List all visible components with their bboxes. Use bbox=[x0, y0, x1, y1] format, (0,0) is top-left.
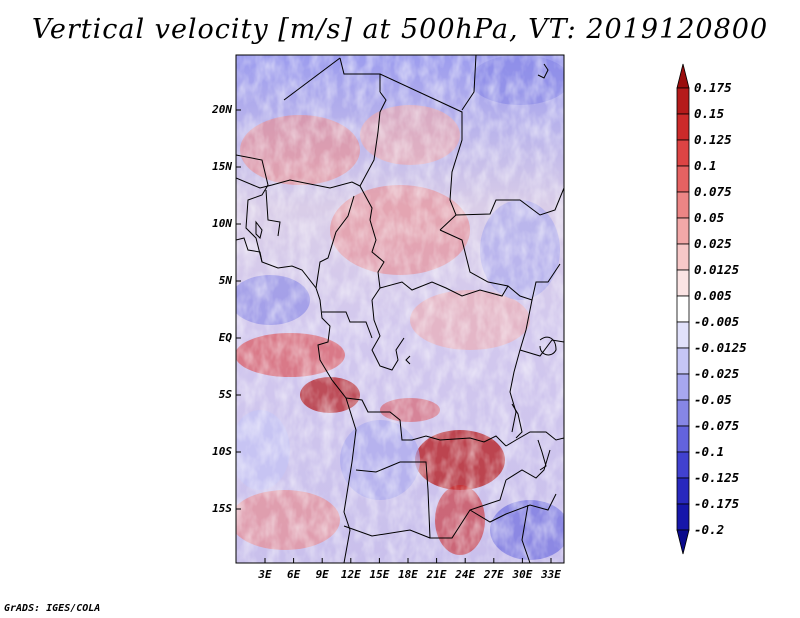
colorbar-level-label: 0.025 bbox=[694, 236, 732, 251]
colorbar-segment bbox=[676, 191, 690, 219]
colorbar-level-label: 0.0125 bbox=[694, 262, 740, 277]
colorbar-segment bbox=[676, 477, 690, 505]
coast-detail bbox=[255, 220, 263, 239]
colorbar-level-label: -0.2 bbox=[694, 522, 725, 537]
border-south-sudan bbox=[439, 229, 561, 301]
border-gabon bbox=[322, 311, 373, 339]
colorbar-level-label: -0.175 bbox=[694, 496, 740, 511]
y-tick-label: 5N bbox=[218, 274, 232, 287]
atlantic-coastline bbox=[236, 154, 357, 563]
field-texture bbox=[236, 55, 564, 563]
colorbar-level-label: 0.05 bbox=[694, 210, 725, 225]
colorbar-segment bbox=[676, 113, 690, 141]
colorbar-segment bbox=[676, 321, 690, 349]
y-tick-label: 10S bbox=[212, 445, 232, 458]
border-egypt bbox=[461, 55, 477, 111]
colorbar bbox=[676, 63, 690, 555]
x-tick-label: 12E bbox=[340, 568, 361, 581]
y-tick-label: 15N bbox=[212, 160, 232, 173]
x-tick-label: 24E bbox=[455, 568, 476, 581]
colorbar-level-label: -0.1 bbox=[694, 444, 725, 459]
colorbar-bottom-arrow bbox=[676, 529, 690, 555]
colorbar-level-label: 0.175 bbox=[694, 80, 732, 95]
colorbar-level-label: 0.125 bbox=[694, 132, 732, 147]
border-mozambique bbox=[469, 493, 557, 523]
border-zambia-botswana bbox=[427, 479, 507, 539]
colorbar-segment bbox=[676, 295, 690, 323]
colorbar-level-label: -0.05 bbox=[694, 392, 732, 407]
border-sudan-ethiopia bbox=[455, 187, 564, 216]
colorbar-segment bbox=[676, 347, 690, 375]
lake-tanganyika bbox=[511, 403, 523, 439]
country-boundaries bbox=[236, 55, 564, 563]
border-uganda-kenya bbox=[519, 339, 564, 357]
colorbar-level-label: 0.005 bbox=[694, 288, 732, 303]
lake-victoria bbox=[539, 336, 557, 356]
x-tick-label: 21E bbox=[426, 568, 447, 581]
colorbar-segment bbox=[676, 451, 690, 479]
y-tick-marks bbox=[236, 109, 241, 510]
border-congo bbox=[371, 299, 405, 371]
colorbar-top-arrow bbox=[676, 63, 690, 89]
x-tick-label: 33E bbox=[541, 568, 561, 581]
colorbar-segment bbox=[676, 503, 690, 531]
border-nigeria-cameroon bbox=[315, 195, 355, 289]
lake-malawi bbox=[537, 439, 547, 471]
colorbar-level-label: 0.075 bbox=[694, 184, 732, 199]
y-tick-label: 20N bbox=[212, 103, 232, 116]
colorbar-level-label: -0.025 bbox=[694, 366, 740, 381]
border-zimbabwe bbox=[521, 504, 531, 563]
border-angola-drc bbox=[345, 397, 507, 447]
border-tanzania bbox=[505, 431, 564, 447]
colorbar-level-label: -0.005 bbox=[694, 314, 740, 329]
colorbar-segment bbox=[676, 399, 690, 427]
lake-small bbox=[405, 355, 411, 365]
y-tick-label: 5S bbox=[218, 388, 232, 401]
coast-sinai bbox=[537, 63, 549, 79]
y-tick-label: 10N bbox=[212, 217, 232, 230]
colorbar-segment bbox=[676, 243, 690, 271]
x-tick-label: 15E bbox=[369, 568, 390, 581]
x-tick-label: 30E bbox=[512, 568, 533, 581]
colorbar-segment bbox=[676, 165, 690, 193]
border-ne-2 bbox=[339, 57, 381, 92]
credit-text: GrADS: IGES/COLA bbox=[4, 603, 101, 614]
border-niger-nigeria bbox=[236, 177, 361, 189]
colorbar-segment bbox=[676, 217, 690, 245]
border-angola-namibia bbox=[355, 461, 429, 491]
colorbar-segment bbox=[676, 425, 690, 453]
border-chad-niger bbox=[359, 91, 387, 221]
colorbar-segment bbox=[676, 139, 690, 167]
x-tick-label: 27E bbox=[483, 568, 504, 581]
x-tick-label: 9E bbox=[315, 568, 329, 581]
colorbar-level-label: -0.125 bbox=[694, 470, 740, 485]
border-great-lakes bbox=[509, 299, 533, 433]
colorbar-segment bbox=[676, 373, 690, 401]
colorbar-level-label: -0.0125 bbox=[694, 340, 747, 355]
y-tick-label: EQ bbox=[218, 331, 232, 344]
border-namibia-south bbox=[343, 525, 431, 539]
colorbar-segment bbox=[676, 87, 690, 115]
border-malawi bbox=[505, 449, 551, 481]
colorbar-level-label: 0.1 bbox=[694, 158, 717, 173]
coast-guinea bbox=[236, 237, 263, 263]
colorbar-level-label: 0.15 bbox=[694, 106, 725, 121]
x-tick-label: 6E bbox=[286, 568, 301, 581]
x-tick-label: 3E bbox=[258, 568, 272, 581]
x-tick-label: 18E bbox=[398, 568, 418, 581]
velocity-field bbox=[236, 55, 564, 563]
border-benin bbox=[265, 189, 281, 237]
map-frame bbox=[235, 54, 565, 564]
x-tick-marks bbox=[264, 558, 552, 563]
colorbar-segment bbox=[676, 269, 690, 297]
colorbar-level-label: -0.075 bbox=[694, 418, 740, 433]
y-tick-label: 15S bbox=[212, 502, 232, 515]
border-ne-1 bbox=[283, 57, 341, 101]
border-car-drc bbox=[379, 281, 509, 297]
chart-title: Vertical velocity [m/s] at 500hPa, VT: 2… bbox=[31, 14, 769, 45]
